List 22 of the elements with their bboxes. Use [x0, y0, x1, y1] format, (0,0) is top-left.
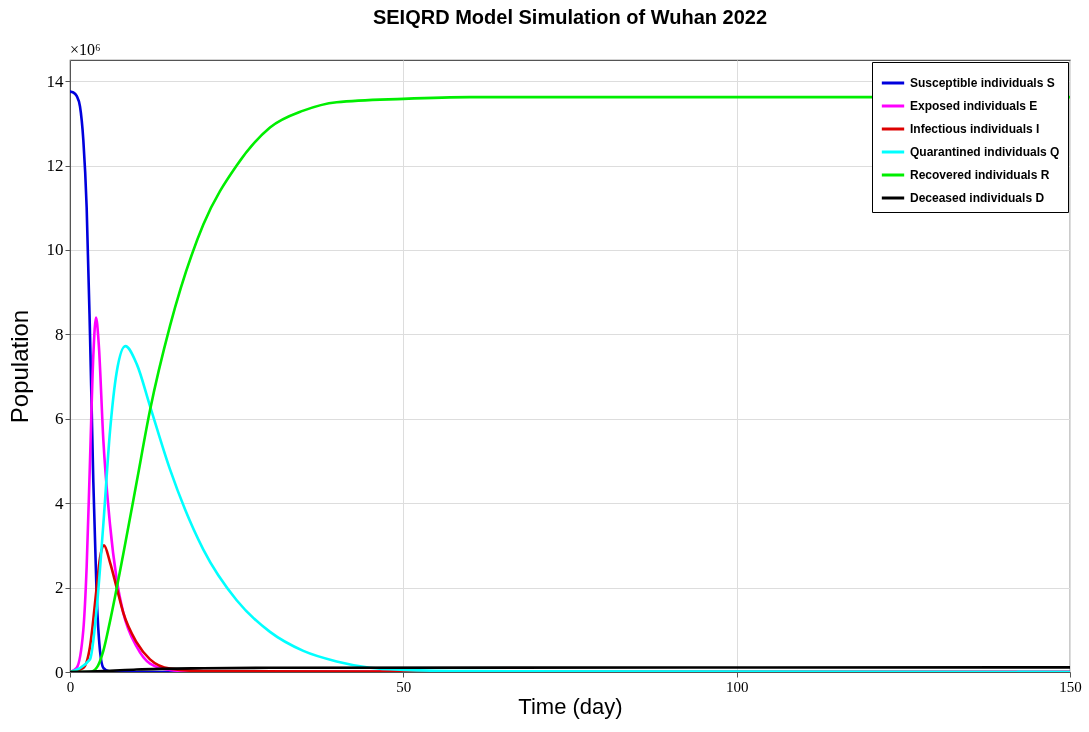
y-tick-label: 4 [55, 493, 64, 513]
chart-title: SEIQRD Model Simulation of Wuhan 2022 [372, 6, 768, 28]
legend-label: Deceased individuals D [910, 191, 1045, 205]
y-axis-title: Population [5, 309, 33, 424]
y-tick-label: 0 [55, 662, 64, 682]
x-tick-label: 150 [1059, 678, 1082, 695]
x-axis-title: Time (day) [518, 693, 623, 719]
legend-label: Susceptible individuals S [910, 76, 1055, 90]
x-tick-label: 50 [396, 678, 412, 695]
y-tick-label: 12 [46, 156, 64, 176]
y-tick-label: 14 [46, 71, 64, 91]
legend-label: Recovered individuals R [910, 168, 1050, 182]
legend-label: Quarantined individuals Q [910, 145, 1060, 159]
y-tick-label: 10 [46, 240, 64, 260]
y-tick-label: 6 [55, 409, 64, 429]
legend-label: Exposed individuals E [910, 99, 1038, 113]
x-tick-label: 0 [66, 678, 75, 695]
x-tick-label: 100 [725, 678, 749, 695]
y-tick-label: 2 [55, 578, 64, 598]
text: ×10⁶ [70, 41, 101, 58]
y-tick-label: 8 [55, 324, 64, 344]
legend-label: Infectious individuals I [910, 122, 1040, 136]
